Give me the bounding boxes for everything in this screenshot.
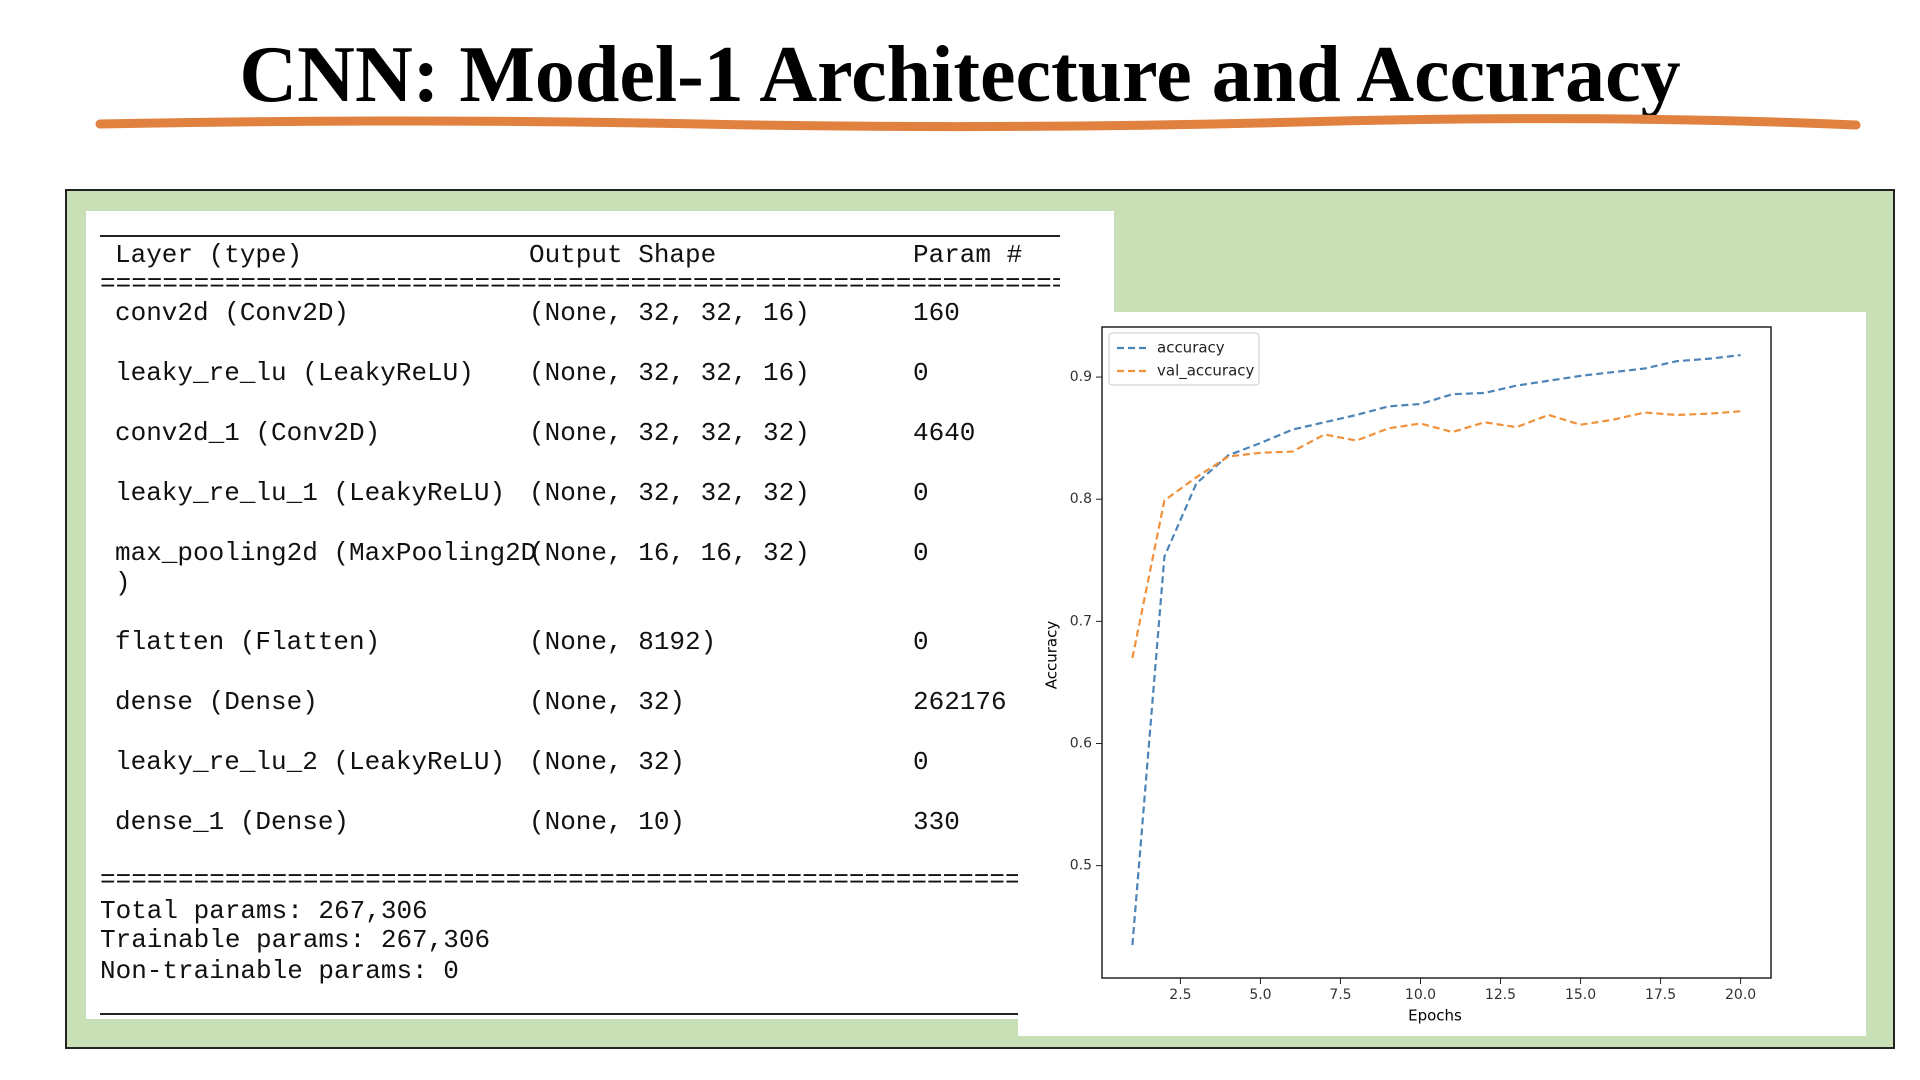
table-cell: flatten (Flatten) (115, 627, 381, 657)
line (1131, 410, 1741, 659)
table-cell: (None, 10) (529, 807, 686, 837)
table-cell: 330 (913, 807, 960, 837)
table-cell: (None, 8192) (529, 627, 717, 657)
line (1131, 353, 1741, 946)
table-cell: (None, 16, 16, 32) (529, 538, 810, 568)
table-cell: 262176 (913, 687, 1007, 717)
x-tick-label: 7.5 (1329, 987, 1351, 1003)
x-tick-label: 12.5 (1485, 987, 1516, 1003)
table-cell: dense (Dense) (115, 687, 318, 717)
column-header: Param # (913, 240, 1023, 270)
table-cell: (None, 32, 32, 16) (529, 358, 810, 388)
summary-line: Non-trainable params: 0 (100, 956, 459, 986)
column-header: Layer (type) (115, 240, 303, 270)
table-cell: leaky_re_lu_2 (LeakyReLU) (115, 747, 506, 777)
slide-title: CNN: Model-1 Architecture and Accuracy (239, 31, 1681, 119)
chart-panel (1018, 312, 1866, 1036)
table-cell: (None, 32, 32, 32) (529, 418, 810, 448)
plot-area (1101, 326, 1772, 979)
x-axis-label: Epochs (1408, 1007, 1462, 1025)
table-cell: (None, 32, 32, 32) (529, 478, 810, 508)
table-cell: leaky_re_lu (LeakyReLU) (115, 358, 474, 388)
x-tick-label: 17.5 (1645, 987, 1676, 1003)
y-tick-label: 0.8 (1070, 491, 1092, 507)
title-underline (95, 114, 1861, 132)
x-tick-label: 10.0 (1405, 987, 1436, 1003)
legend-box (1108, 332, 1260, 386)
rule (100, 1013, 1060, 1015)
table-cell: 0 (913, 478, 929, 508)
rule (100, 235, 1060, 237)
table-cell: 0 (913, 358, 929, 388)
summary-line: Trainable params: 267,306 (100, 925, 491, 955)
y-axis-label: Accuracy (1043, 621, 1061, 690)
y-tick-label: 0.9 (1070, 369, 1092, 385)
table-cell: 0 (913, 538, 929, 568)
x-tick-label: 2.5 (1169, 987, 1191, 1003)
table-cell: leaky_re_lu_1 (LeakyReLU) (115, 478, 506, 508)
table-cell: dense_1 (Dense) (115, 807, 350, 837)
table-cell: conv2d_1 (Conv2D) (115, 418, 381, 448)
y-tick-label: 0.5 (1070, 858, 1092, 874)
column-header: Output Shape (529, 240, 717, 270)
table-cell: (None, 32, 32, 16) (529, 298, 810, 328)
model-summary: Layer (type) Output Shape Param # =========… (86, 211, 1114, 1019)
table-cell: max_pooling2d (MaxPooling2D ) (115, 538, 537, 598)
y-tick-label: 0.7 (1070, 613, 1092, 629)
legend-label: accuracy (1157, 339, 1225, 357)
legend-label: val_accuracy (1157, 362, 1255, 381)
summary-line: Total params: 267,306 (100, 896, 428, 926)
table-cell: 0 (913, 747, 929, 777)
x-tick-label: 5.0 (1249, 987, 1271, 1003)
table-cell: 0 (913, 627, 929, 657)
separator: ========================================… (100, 269, 1060, 299)
x-tick-label: 15.0 (1565, 987, 1596, 1003)
table-cell: (None, 32) (529, 687, 686, 717)
x-tick-label: 20.0 (1725, 987, 1756, 1003)
table-cell: 160 (913, 298, 960, 328)
separator: ========================================… (100, 865, 1020, 895)
y-tick-label: 0.6 (1070, 735, 1092, 751)
table-cell: conv2d (Conv2D) (115, 298, 350, 328)
table-cell: (None, 32) (529, 747, 686, 777)
table-cell: 4640 (913, 418, 976, 448)
